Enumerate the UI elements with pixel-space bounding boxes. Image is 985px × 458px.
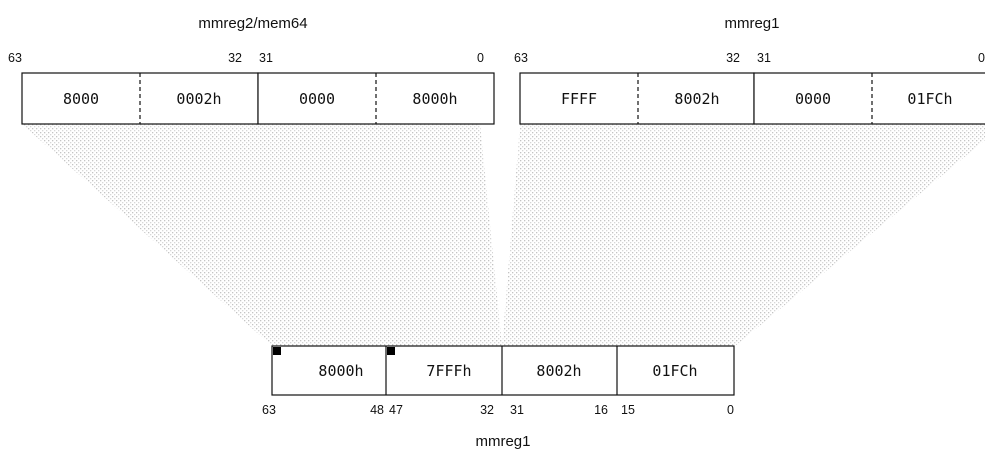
bit-label-32: 32 <box>726 51 740 65</box>
bit-label-48: 48 <box>370 403 384 417</box>
flow-band-left-high <box>22 124 460 346</box>
flow-band-right-low <box>617 124 985 346</box>
register-title: mmreg1 <box>724 15 779 32</box>
sign-marker-icon <box>273 347 281 355</box>
bit-label-0: 0 <box>727 403 734 417</box>
cell-word-0: 01FCh <box>907 90 952 108</box>
bit-label-31: 31 <box>757 51 771 65</box>
bit-label-0: 0 <box>477 51 484 65</box>
bit-label-15: 15 <box>621 403 635 417</box>
register-title: mmreg1 <box>475 433 530 450</box>
bit-label-31: 31 <box>510 403 524 417</box>
register-mmreg1-result: 8000h 7FFFh 8002h 01FCh 63 48 47 32 31 1… <box>262 345 735 450</box>
flow-bands <box>22 124 985 346</box>
bit-label-32: 32 <box>228 51 242 65</box>
cell-word-3: 8000h <box>318 362 363 380</box>
bit-label-0: 0 <box>978 51 985 65</box>
flow-band-right-high <box>502 124 754 346</box>
bit-label-63: 63 <box>262 403 276 417</box>
bit-label-63: 63 <box>514 51 528 65</box>
register-low-dword <box>753 72 985 125</box>
flow-band-left-low <box>258 124 502 346</box>
cell-word-0: 8000h <box>412 90 457 108</box>
result-register-box <box>271 345 735 396</box>
cell-word-1: 8002h <box>536 362 581 380</box>
bit-label-32: 32 <box>480 403 494 417</box>
cell-word-1: 0000 <box>795 90 831 108</box>
cell-word-1: 0000 <box>299 90 335 108</box>
bit-label-16: 16 <box>594 403 608 417</box>
register-mmreg1-source: mmreg1 63 32 31 0 FFFF 8002h 0000 01FCh <box>514 15 985 125</box>
bit-label-47: 47 <box>389 403 403 417</box>
register-mmreg2-mem64: mmreg2/mem64 63 32 31 0 8000 0002h 0000 … <box>8 15 495 125</box>
sign-marker-icon <box>387 347 395 355</box>
register-title: mmreg2/mem64 <box>198 15 307 32</box>
cell-word-3: FFFF <box>561 90 597 108</box>
cell-word-2: 8002h <box>674 90 719 108</box>
cell-word-2: 7FFFh <box>426 362 471 380</box>
cell-word-0: 01FCh <box>652 362 697 380</box>
cell-word-2: 0002h <box>176 90 221 108</box>
bit-label-31: 31 <box>259 51 273 65</box>
cell-word-3: 8000 <box>63 90 99 108</box>
bit-label-63: 63 <box>8 51 22 65</box>
